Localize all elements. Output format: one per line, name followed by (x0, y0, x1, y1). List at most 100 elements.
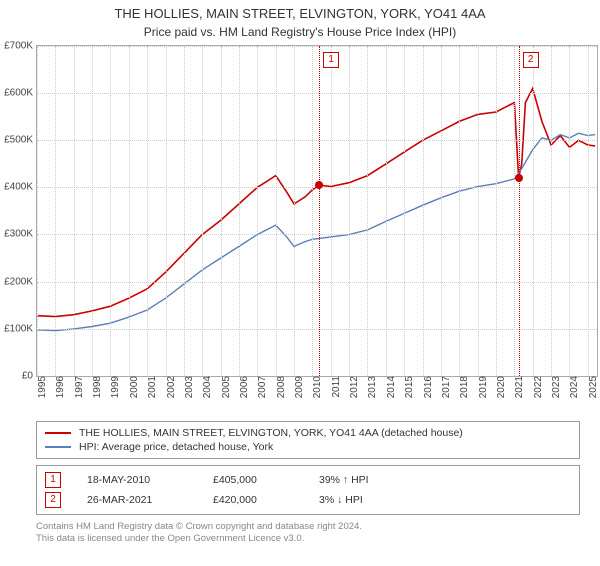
gridline-vertical (55, 46, 56, 376)
transaction-date: 18-MAY-2010 (87, 474, 187, 486)
transaction-badge: 2 (45, 492, 61, 508)
gridline-vertical (166, 46, 167, 376)
chart-container: THE HOLLIES, MAIN STREET, ELVINGTON, YOR… (0, 6, 600, 566)
gridline-vertical (92, 46, 93, 376)
gridline-vertical (533, 46, 534, 376)
gridline-vertical (459, 46, 460, 376)
gridline-vertical (386, 46, 387, 376)
x-axis-label: 1998 (88, 376, 103, 398)
x-axis-label: 2018 (455, 376, 470, 398)
y-axis-label: £100K (4, 323, 37, 334)
transactions-box: 118-MAY-2010£405,00039% ↑ HPI226-MAR-202… (36, 465, 580, 515)
footer-line-2: This data is licensed under the Open Gov… (36, 533, 580, 545)
legend-row: HPI: Average price, detached house, York (45, 440, 571, 454)
x-axis-label: 1997 (70, 376, 85, 398)
gridline-vertical (569, 46, 570, 376)
gridline-vertical (423, 46, 424, 376)
gridline-vertical (202, 46, 203, 376)
transaction-row: 2 26-MAR-2021 £420,000 3% ↓ HPI (45, 490, 571, 510)
gridline-horizontal (37, 282, 597, 283)
x-axis-label: 2005 (217, 376, 232, 398)
y-axis-label: £300K (4, 229, 37, 240)
x-axis-label: 1995 (33, 376, 48, 398)
gridline-vertical (221, 46, 222, 376)
gridline-vertical (496, 46, 497, 376)
x-axis-label: 2021 (510, 376, 525, 398)
gridline-vertical (37, 46, 38, 376)
y-axis-label: £700K (4, 40, 37, 51)
gridline-vertical (276, 46, 277, 376)
x-axis-label: 2025 (584, 376, 599, 398)
legend-swatch (45, 446, 71, 448)
gridline-vertical (147, 46, 148, 376)
x-axis-label: 2014 (382, 376, 397, 398)
sale-marker-badge: 1 (323, 52, 339, 68)
gridline-horizontal (37, 93, 597, 94)
gridline-vertical (294, 46, 295, 376)
y-axis-label: £200K (4, 276, 37, 287)
gridline-vertical (74, 46, 75, 376)
sale-point-dot (315, 181, 323, 189)
gridline-vertical (184, 46, 185, 376)
transaction-badge: 1 (45, 472, 61, 488)
transaction-diff: 3% ↓ HPI (319, 494, 419, 506)
x-axis-label: 1999 (106, 376, 121, 398)
gridline-vertical (239, 46, 240, 376)
x-axis-label: 2000 (125, 376, 140, 398)
x-axis-label: 2012 (345, 376, 360, 398)
gridline-horizontal (37, 140, 597, 141)
gridline-horizontal (37, 234, 597, 235)
sale-marker-badge: 2 (523, 52, 539, 68)
chart-plot-area: £0£100K£200K£300K£400K£500K£600K£700K199… (36, 45, 598, 377)
x-axis-label: 2007 (253, 376, 268, 398)
transaction-row: 118-MAY-2010£405,00039% ↑ HPI (45, 470, 571, 490)
gridline-vertical (312, 46, 313, 376)
chart-lines-svg (37, 46, 597, 376)
x-axis-label: 2023 (547, 376, 562, 398)
gridline-vertical (331, 46, 332, 376)
x-axis-label: 2002 (162, 376, 177, 398)
x-axis-label: 2001 (143, 376, 158, 398)
x-axis-label: 2015 (400, 376, 415, 398)
chart-title: THE HOLLIES, MAIN STREET, ELVINGTON, YOR… (0, 6, 600, 23)
x-axis-label: 2010 (308, 376, 323, 398)
legend-label: THE HOLLIES, MAIN STREET, ELVINGTON, YOR… (79, 427, 463, 439)
x-axis-label: 2024 (565, 376, 580, 398)
x-axis-label: 2022 (529, 376, 544, 398)
x-axis-label: 2011 (327, 376, 342, 398)
y-axis-label: £600K (4, 88, 37, 99)
transaction-date: 26-MAR-2021 (87, 494, 187, 506)
gridline-vertical (367, 46, 368, 376)
gridline-vertical (349, 46, 350, 376)
gridline-vertical (551, 46, 552, 376)
x-axis-label: 1996 (51, 376, 66, 398)
footer-text: Contains HM Land Registry data © Crown c… (36, 521, 580, 546)
x-axis-label: 2003 (180, 376, 195, 398)
x-axis-label: 2020 (492, 376, 507, 398)
legend-label: HPI: Average price, detached house, York (79, 441, 273, 453)
gridline-vertical (129, 46, 130, 376)
gridline-vertical (404, 46, 405, 376)
sale-marker-line (319, 46, 320, 376)
gridline-vertical (588, 46, 589, 376)
x-axis-label: 2019 (474, 376, 489, 398)
sale-point-dot (515, 174, 523, 182)
x-axis-label: 2004 (198, 376, 213, 398)
x-axis-label: 2006 (235, 376, 250, 398)
x-axis-label: 2013 (363, 376, 378, 398)
legend-row: THE HOLLIES, MAIN STREET, ELVINGTON, YOR… (45, 426, 571, 440)
gridline-horizontal (37, 329, 597, 330)
sale-marker-line (519, 46, 520, 376)
y-axis-label: £500K (4, 135, 37, 146)
chart-subtitle: Price paid vs. HM Land Registry's House … (0, 25, 600, 39)
legend-swatch (45, 432, 71, 434)
gridline-vertical (514, 46, 515, 376)
transaction-price: £420,000 (213, 494, 293, 506)
legend-box: THE HOLLIES, MAIN STREET, ELVINGTON, YOR… (36, 421, 580, 459)
gridline-vertical (478, 46, 479, 376)
transaction-price: £405,000 (213, 474, 293, 486)
gridline-vertical (441, 46, 442, 376)
gridline-vertical (257, 46, 258, 376)
x-axis-label: 2017 (437, 376, 452, 398)
y-axis-label: £400K (4, 182, 37, 193)
